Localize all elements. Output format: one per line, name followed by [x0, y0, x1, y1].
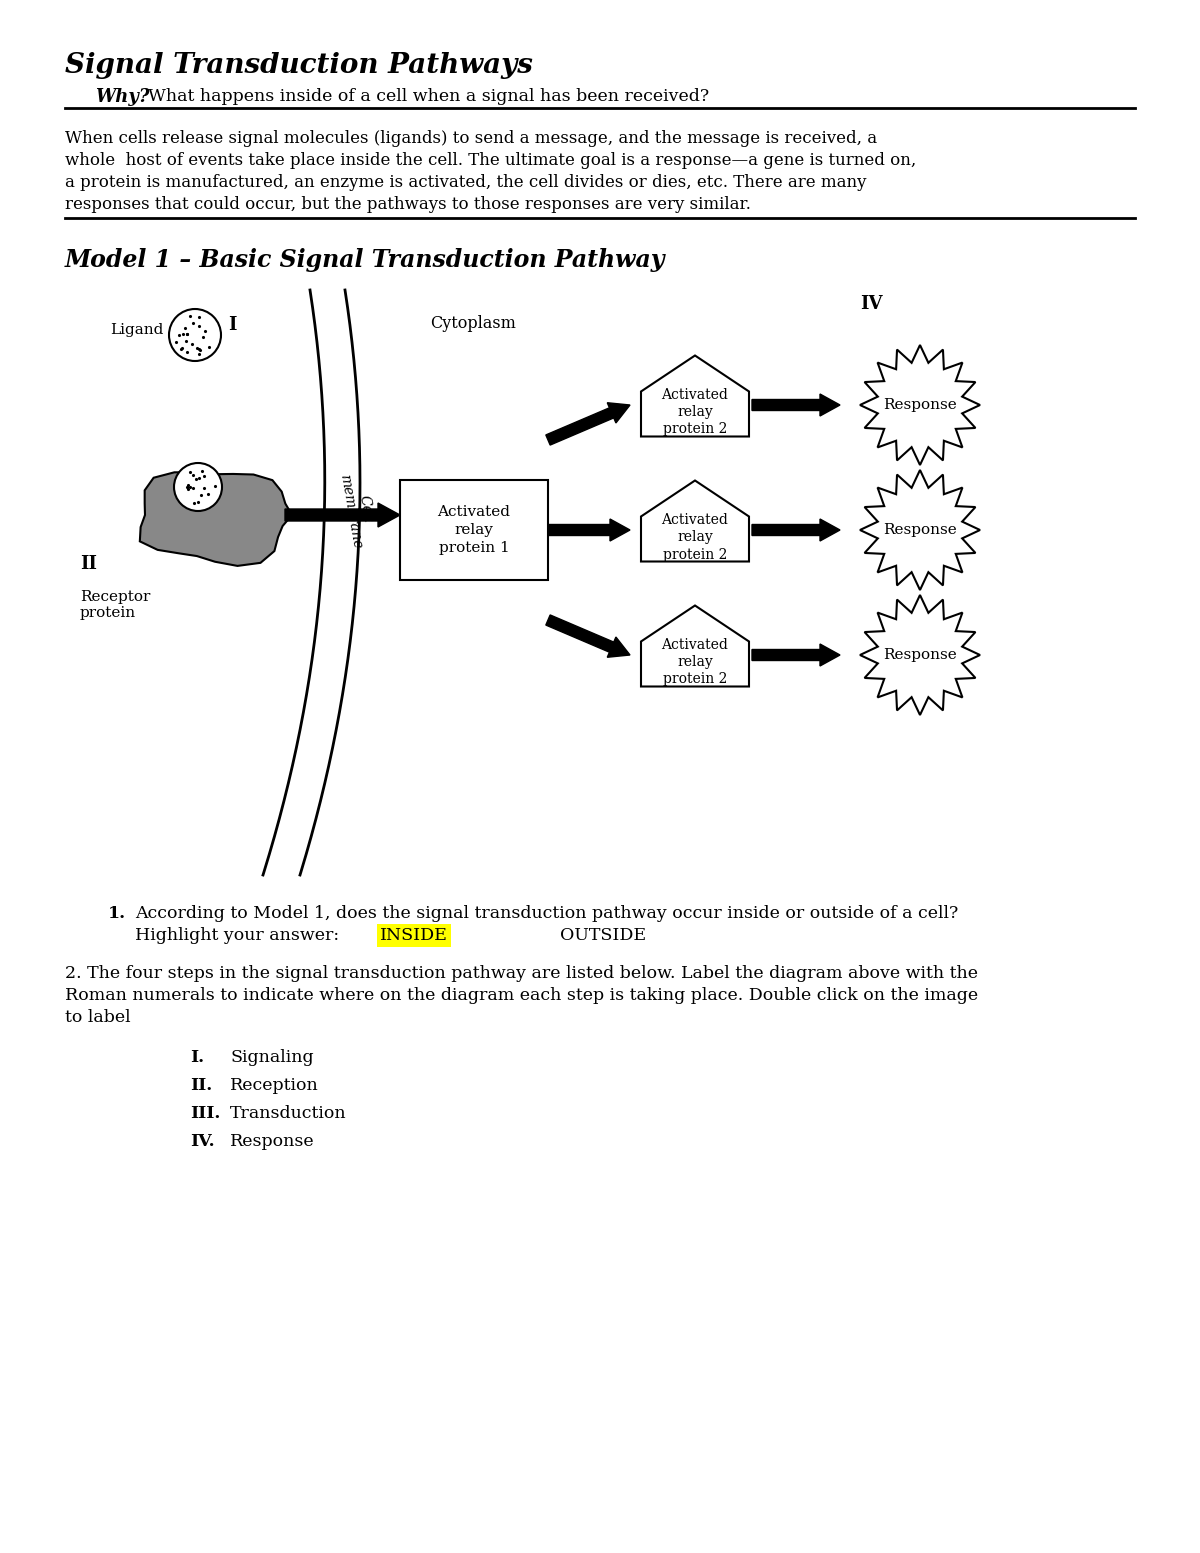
Polygon shape	[641, 480, 749, 562]
Text: Roman numerals to indicate where on the diagram each step is taking place. Doubl: Roman numerals to indicate where on the …	[65, 988, 978, 1003]
Text: Ligand: Ligand	[110, 323, 163, 337]
Text: Why?: Why?	[95, 89, 149, 106]
Polygon shape	[752, 394, 840, 416]
Polygon shape	[548, 519, 630, 540]
Text: According to Model 1, does the signal transduction pathway occur inside or outsi: According to Model 1, does the signal tr…	[134, 905, 959, 922]
Polygon shape	[546, 402, 630, 446]
Text: I: I	[228, 315, 236, 334]
Text: Activated
relay
protein 2: Activated relay protein 2	[661, 638, 728, 686]
Bar	[400, 480, 548, 579]
Text: Transduction: Transduction	[230, 1106, 347, 1121]
Text: II.: II.	[190, 1076, 212, 1093]
Text: III: III	[400, 525, 426, 544]
Text: Response: Response	[883, 648, 956, 662]
Polygon shape	[752, 644, 840, 666]
Text: Activated
relay
protein 2: Activated relay protein 2	[661, 388, 728, 436]
Polygon shape	[752, 519, 840, 540]
Text: Activated
relay
protein 1: Activated relay protein 1	[438, 505, 510, 556]
Text: IV.: IV.	[190, 1134, 215, 1151]
Text: 2. The four steps in the signal transduction pathway are listed below. Label the: 2. The four steps in the signal transduc…	[65, 964, 978, 981]
Polygon shape	[641, 606, 749, 686]
Text: Receptor
protein: Receptor protein	[80, 590, 150, 620]
Text: IV: IV	[860, 295, 882, 314]
Polygon shape	[286, 503, 400, 526]
Circle shape	[174, 463, 222, 511]
Text: a protein is manufactured, an enzyme is activated, the cell divides or dies, etc: a protein is manufactured, an enzyme is …	[65, 174, 866, 191]
Polygon shape	[860, 595, 980, 714]
Text: to label: to label	[65, 1009, 131, 1027]
Text: INSIDE: INSIDE	[380, 927, 448, 944]
Polygon shape	[860, 345, 980, 464]
Text: whole  host of events take place inside the cell. The ultimate goal is a respons: whole host of events take place inside t…	[65, 152, 917, 169]
Text: OUTSIDE: OUTSIDE	[560, 927, 646, 944]
Text: I.: I.	[190, 1048, 204, 1065]
Text: Highlight your answer:: Highlight your answer:	[134, 927, 340, 944]
Text: II: II	[80, 554, 97, 573]
Polygon shape	[140, 472, 292, 565]
Text: What happens inside of a cell when a signal has been received?: What happens inside of a cell when a sig…	[148, 89, 709, 106]
Text: Signal Transduction Pathways: Signal Transduction Pathways	[65, 51, 533, 79]
Text: Cytoplasm: Cytoplasm	[430, 315, 516, 332]
Text: Activated
relay
protein 2: Activated relay protein 2	[661, 512, 728, 562]
Polygon shape	[641, 356, 749, 436]
Text: Response: Response	[230, 1134, 314, 1151]
Text: Response: Response	[883, 523, 956, 537]
Text: Response: Response	[883, 398, 956, 412]
Text: responses that could occur, but the pathways to those responses are very similar: responses that could occur, but the path…	[65, 196, 751, 213]
Text: Reception: Reception	[230, 1076, 319, 1093]
Text: When cells release signal molecules (ligands) to send a message, and the message: When cells release signal molecules (lig…	[65, 130, 877, 148]
Text: Cell
membrane: Cell membrane	[336, 471, 379, 550]
Polygon shape	[860, 471, 980, 590]
Text: 1.: 1.	[108, 905, 126, 922]
Text: III.: III.	[190, 1106, 221, 1121]
Polygon shape	[546, 615, 630, 657]
Text: Model 1 – Basic Signal Transduction Pathway: Model 1 – Basic Signal Transduction Path…	[65, 248, 666, 272]
Circle shape	[169, 309, 221, 360]
Text: Signaling: Signaling	[230, 1048, 313, 1065]
